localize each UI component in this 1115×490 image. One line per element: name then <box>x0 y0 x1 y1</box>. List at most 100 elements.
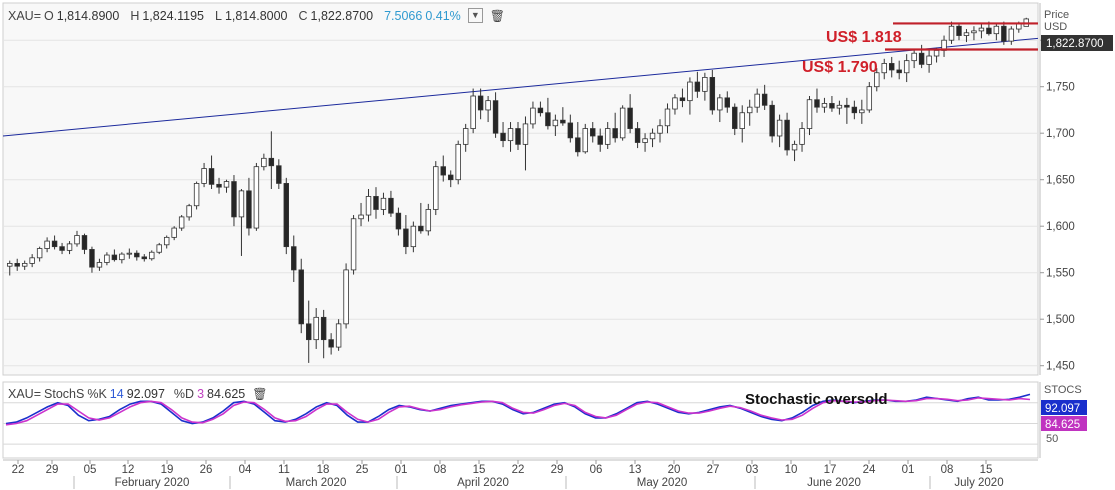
candle[interactable] <box>515 122 521 150</box>
candle[interactable] <box>477 88 484 120</box>
candle[interactable] <box>874 68 880 92</box>
candle[interactable] <box>186 203 192 221</box>
candle[interactable] <box>208 155 215 189</box>
candle[interactable] <box>283 177 290 255</box>
candle[interactable] <box>560 107 566 126</box>
candle[interactable] <box>657 119 663 143</box>
candle[interactable] <box>380 192 387 216</box>
candle[interactable] <box>956 23 962 41</box>
candle[interactable] <box>74 230 80 247</box>
candle[interactable] <box>500 122 506 148</box>
candle[interactable] <box>403 215 409 255</box>
candle[interactable] <box>448 170 454 188</box>
candle[interactable] <box>305 300 312 363</box>
candle[interactable] <box>604 122 611 150</box>
candle[interactable] <box>664 103 671 134</box>
candle[interactable] <box>806 96 813 136</box>
candle[interactable] <box>896 60 902 80</box>
candle[interactable] <box>978 23 985 39</box>
candle[interactable] <box>268 131 275 189</box>
candle[interactable] <box>96 258 103 271</box>
candle[interactable] <box>530 101 536 129</box>
candle[interactable] <box>365 189 372 222</box>
candle[interactable] <box>552 114 559 136</box>
candle[interactable] <box>178 215 185 231</box>
candle[interactable] <box>440 155 446 182</box>
candle[interactable] <box>14 258 20 271</box>
candle[interactable] <box>717 94 723 123</box>
candle[interactable] <box>948 21 955 44</box>
candle[interactable] <box>732 103 738 136</box>
candle[interactable] <box>672 94 678 115</box>
candle[interactable] <box>343 263 349 329</box>
candle[interactable] <box>627 94 633 134</box>
stochastic-chart-svg[interactable]: 22 29 05 12 19 26 04 11 18 25 01 08 15 22 29 06 13 20 27 03… <box>0 380 1115 490</box>
candle[interactable] <box>522 116 529 171</box>
candle[interactable] <box>597 128 603 152</box>
candle[interactable] <box>754 88 760 113</box>
candle[interactable] <box>216 177 222 194</box>
candle[interactable] <box>7 260 13 276</box>
candle[interactable] <box>746 99 753 126</box>
candle[interactable] <box>776 114 783 148</box>
candle[interactable] <box>66 241 73 255</box>
candle[interactable] <box>761 84 768 110</box>
candle[interactable] <box>193 181 200 210</box>
candle[interactable] <box>328 333 334 355</box>
price-chart-panel[interactable]: 1,4501,5001,5501,6001,6501,7001,7501,800… <box>0 0 1115 378</box>
stoch-d-line[interactable] <box>5 397 1031 426</box>
candle[interactable] <box>836 100 843 115</box>
candle[interactable] <box>313 308 319 349</box>
candle[interactable] <box>1001 21 1007 45</box>
stochastic-panel[interactable]: 22 29 05 12 19 26 04 11 18 25 01 08 15 22 29 06 13 20 27 03… <box>0 380 1115 490</box>
candle[interactable] <box>642 133 648 152</box>
candle[interactable] <box>335 319 342 351</box>
candle[interactable] <box>971 26 977 41</box>
candle[interactable] <box>582 123 588 154</box>
candle[interactable] <box>149 250 155 261</box>
candle[interactable] <box>261 153 267 171</box>
candle[interactable] <box>821 97 828 113</box>
candle[interactable] <box>903 54 910 83</box>
candle[interactable] <box>590 122 596 143</box>
trendline[interactable] <box>2 37 1039 137</box>
candle[interactable] <box>276 159 282 189</box>
candle[interactable] <box>111 249 118 262</box>
candle[interactable] <box>119 252 125 264</box>
candle[interactable] <box>410 221 417 253</box>
candle[interactable] <box>455 140 461 185</box>
candle[interactable] <box>156 242 162 255</box>
candle[interactable] <box>395 207 402 236</box>
candle[interactable] <box>36 246 43 262</box>
candle[interactable] <box>799 122 805 152</box>
candle[interactable] <box>679 88 686 108</box>
candle[interactable] <box>89 246 95 273</box>
candle[interactable] <box>851 100 858 120</box>
candle[interactable] <box>911 49 917 69</box>
candle[interactable] <box>470 88 476 134</box>
candle[interactable] <box>769 100 775 143</box>
candle[interactable] <box>253 162 260 231</box>
candle[interactable] <box>425 203 432 236</box>
candle[interactable] <box>81 233 88 255</box>
candle[interactable] <box>687 77 693 115</box>
candle[interactable] <box>126 248 133 259</box>
chevron-down-icon[interactable]: ▼ <box>467 8 483 23</box>
candle[interactable] <box>373 187 379 219</box>
candle[interactable] <box>433 161 439 216</box>
candle[interactable] <box>1023 17 1029 27</box>
candle[interactable] <box>29 254 35 268</box>
candle[interactable] <box>104 252 110 266</box>
candle[interactable] <box>134 250 140 261</box>
candle[interactable] <box>545 97 551 130</box>
candle[interactable] <box>634 122 641 149</box>
candle[interactable] <box>59 242 65 255</box>
candle[interactable] <box>44 237 50 253</box>
candle[interactable] <box>238 189 245 256</box>
candle[interactable] <box>784 112 790 156</box>
candle[interactable] <box>320 309 327 359</box>
candle[interactable] <box>791 140 798 162</box>
candle[interactable] <box>866 82 873 113</box>
candle[interactable] <box>223 179 230 193</box>
candle[interactable] <box>926 49 932 73</box>
